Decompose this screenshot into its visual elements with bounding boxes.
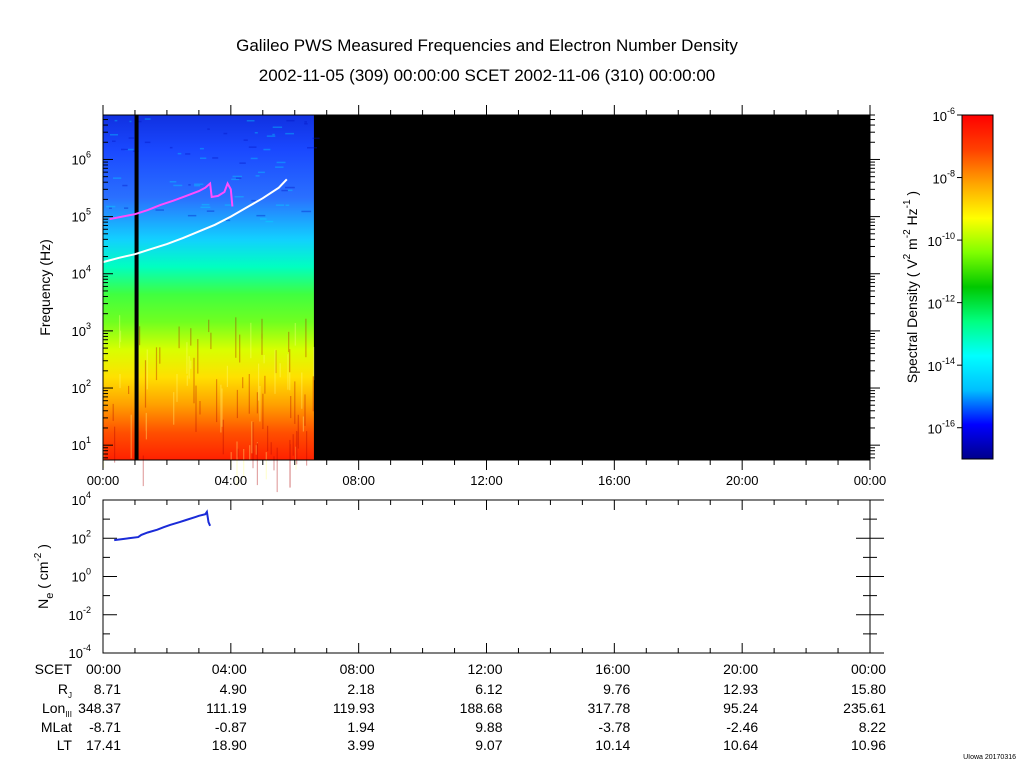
ephemeris-value: 119.93 (332, 700, 375, 716)
ephemeris-value: 17.41 (85, 737, 121, 753)
colorbar-tick-label: 10-12 (928, 294, 955, 312)
colorbar-tick-label: 10-14 (928, 356, 955, 374)
ephemeris-row-label: LT (56, 737, 72, 753)
ephemeris-value: 00:00 (85, 661, 121, 677)
density-frame (102, 499, 871, 654)
y-tick-label: 105 (72, 207, 91, 225)
chart-title: Galileo PWS Measured Frequencies and Ele… (236, 36, 738, 55)
colorbar: 10-6 10-8 10-10 10-12 10-14 10-16 Spectral Den… (902, 106, 994, 460)
ephemeris-value: 317.78 (587, 700, 631, 716)
x-tick-label: 04:00 (215, 473, 248, 488)
ephemeris-value: 04:00 (211, 661, 247, 677)
colorbar-tick-label: 10-10 (928, 231, 955, 249)
ephemeris-value: 12.93 (723, 681, 759, 697)
ephemeris-value: 10.14 (595, 737, 631, 753)
spectrogram-texture (103, 118, 320, 493)
ephemeris-value: 18.90 (211, 737, 247, 753)
colorbar-gradient (961, 114, 994, 460)
ephemeris-value: 8.22 (858, 719, 886, 735)
density-y-tick-label: 102 (72, 528, 91, 546)
ephemeris-value: 16:00 (595, 661, 631, 677)
ephemeris-value: 08:00 (339, 661, 375, 677)
ephemeris-value: 10.96 (850, 737, 886, 753)
ephemeris-row-label: RJ (57, 681, 72, 700)
density-panel: 104 102 100 10-2 10-4 Ne ( cm-2 ) (33, 490, 884, 661)
colorbar-label: Spectral Density ( V2 m-2 Hz-1 ) (902, 191, 920, 383)
ephemeris-value: 9.07 (475, 737, 503, 753)
ephemeris-value: 3.99 (347, 737, 375, 753)
ephemeris-value: -2.46 (726, 719, 759, 735)
ephemeris-value: 95.24 (723, 700, 759, 716)
ephemeris-value: 8.71 (93, 681, 121, 697)
ephemeris-value: 9.88 (475, 719, 503, 735)
y-tick-label: 103 (72, 321, 91, 339)
ephemeris-row-label: SCET (34, 661, 72, 677)
spectrogram-y-axis: 101 102 103 104 105 106 (72, 114, 880, 459)
ephemeris-value: -3.78 (598, 719, 631, 735)
density-y-tick-label: 10-2 (69, 605, 91, 623)
ephemeris-value: 20:00 (723, 661, 759, 677)
ephemeris-row-label: MLat (40, 719, 72, 735)
ephemeris-value: 188.68 (459, 700, 503, 716)
ephemeris-value: 348.37 (78, 700, 121, 716)
ephemeris-row-label: LonIII (41, 700, 72, 719)
time-marker-line (134, 115, 139, 460)
density-y-tick-label: 104 (72, 490, 91, 508)
credit-label: UIowa 20170316 (963, 754, 1016, 761)
ephemeris-value: -8.71 (89, 719, 121, 735)
colorbar-tick-label: 10-6 (933, 106, 955, 124)
ephemeris-value: 00:00 (850, 661, 886, 677)
ephemeris-value: 2.18 (347, 681, 375, 697)
colorbar-tick-label: 10-8 (933, 169, 955, 187)
ephemeris-value: 111.19 (206, 700, 247, 716)
ephemeris-value: 6.12 (475, 681, 503, 697)
x-tick-label: 20:00 (726, 473, 759, 488)
ephemeris-value: 12:00 (467, 661, 503, 677)
x-tick-label: 00:00 (87, 473, 120, 488)
series-line-1 (102, 178, 288, 264)
y-axis-label: Frequency (Hz) (37, 239, 53, 335)
y-tick-label: 101 (72, 435, 91, 453)
density-y-axis-label: Ne ( cm-2 ) (33, 544, 56, 609)
chart-subtitle: 2002-11-05 (309) 00:00:00 SCET 2002-11-0… (258, 66, 716, 85)
density-series-line (114, 509, 212, 542)
ephemeris-value: 9.76 (603, 681, 631, 697)
x-tick-label: 12:00 (470, 473, 503, 488)
y-tick-label: 102 (72, 378, 91, 396)
x-tick-label: 08:00 (342, 473, 375, 488)
x-tick-label: 16:00 (598, 473, 631, 488)
ephemeris-value: 1.94 (347, 719, 375, 735)
series-line-0 (109, 181, 234, 221)
y-tick-label: 106 (72, 149, 91, 167)
ephemeris-value: 15.80 (850, 681, 886, 697)
x-tick-label: 00:00 (854, 473, 887, 488)
density-y-tick-label: 100 (72, 567, 91, 585)
spectrogram-x-axis: 00:00 04:00 08:00 12:00 16:00 20:00 00:00 (87, 105, 887, 488)
ephemeris-value: 4.90 (219, 681, 247, 697)
colorbar-tick-label: 10-16 (928, 419, 955, 437)
spectrogram-panel (102, 114, 871, 493)
ephemeris-value: -0.87 (214, 719, 247, 735)
ephemeris-value: 235.61 (843, 700, 886, 716)
ephemeris-value: 10.64 (723, 737, 759, 753)
density-y-tick-label: 10-4 (69, 643, 91, 661)
y-tick-label: 104 (72, 264, 91, 282)
